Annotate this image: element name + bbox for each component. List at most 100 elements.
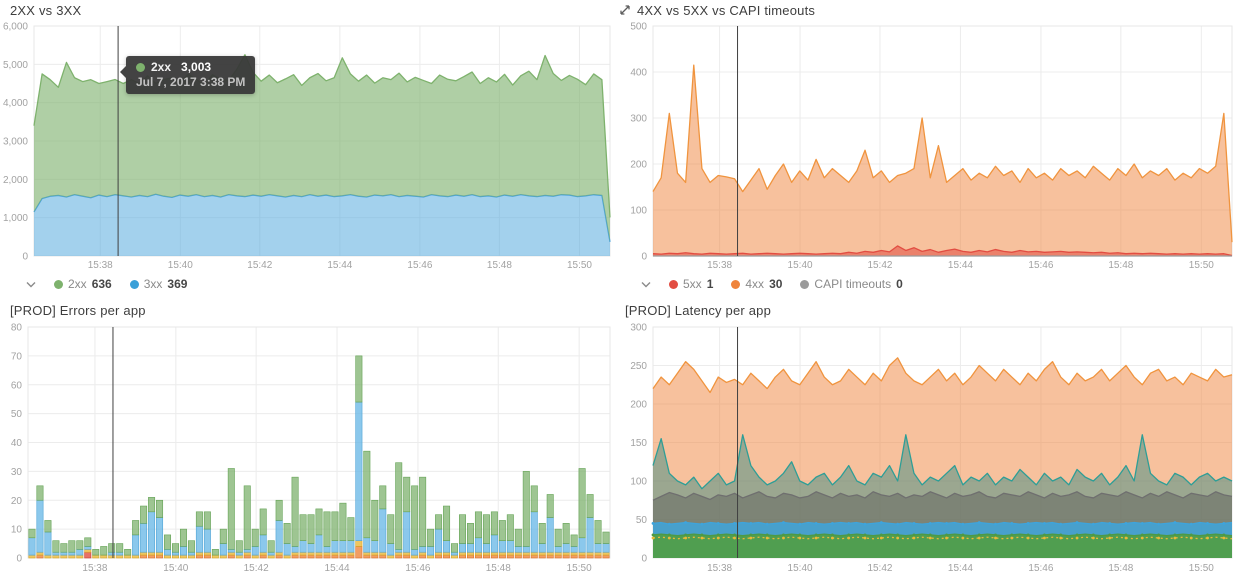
svg-text:15:40: 15:40: [163, 563, 188, 574]
panel-title[interactable]: 4XX vs 5XX vs CAPI timeouts: [637, 2, 816, 18]
svg-text:300: 300: [630, 114, 647, 125]
svg-text:400: 400: [630, 68, 647, 79]
svg-text:200: 200: [630, 160, 647, 171]
legend-value: 1: [706, 277, 714, 291]
svg-text:6,000: 6,000: [3, 22, 28, 33]
svg-text:250: 250: [630, 361, 647, 372]
svg-text:5,000: 5,000: [3, 60, 28, 71]
svg-text:15:46: 15:46: [407, 260, 432, 271]
chevron-down-icon[interactable]: [641, 281, 651, 288]
legend-item-capi-timeouts[interactable]: CAPI timeouts 0: [800, 277, 903, 291]
panel-2xx-3xx: 2XX vs 3XX 0 1,000 2,000 3,000 4,000 5,000 6,0…: [0, 0, 615, 298]
tooltip-series-value: 3,003: [181, 60, 212, 74]
chevron-down-icon[interactable]: [26, 281, 36, 288]
svg-text:15:50: 15:50: [567, 563, 592, 574]
svg-text:15:48: 15:48: [486, 563, 511, 574]
status-2xx-3xx-chart[interactable]: 0 1,000 2,000 3,000 4,000 5,000 6,000 15:38 15:4…: [0, 20, 615, 274]
series-color-dot: [669, 279, 678, 289]
errors-per-app-chart[interactable]: 0 10 20 30 40 50 60 70 80 15:38 15:40 15:42 15:44 15:…: [0, 320, 615, 578]
svg-text:2,000: 2,000: [3, 175, 28, 186]
svg-text:150: 150: [630, 438, 647, 449]
svg-text:15:38: 15:38: [707, 563, 732, 574]
svg-text:500: 500: [630, 22, 647, 33]
panel-title[interactable]: 2XX vs 3XX: [10, 2, 82, 18]
svg-text:15:38: 15:38: [707, 260, 732, 271]
legend-value: 0: [896, 277, 903, 291]
legend-value: 636: [91, 277, 112, 291]
legend-item-2xx[interactable]: 2xx 636: [54, 277, 112, 291]
expand-icon[interactable]: [619, 4, 631, 16]
svg-text:15:46: 15:46: [1028, 260, 1053, 271]
legend: 2xx 636 3xx 369: [26, 274, 615, 294]
panel-header: 2XX vs 3XX: [0, 0, 615, 20]
legend-label: 3xx: [143, 277, 163, 291]
svg-text:15:42: 15:42: [867, 563, 892, 574]
legend-item-5xx[interactable]: 5xx 1: [669, 277, 713, 291]
legend-label: 4xx: [745, 277, 765, 291]
panel-errors-per-app: [PROD] Errors per app 0 10 20 30 40 50 60 70 80 1…: [0, 300, 615, 578]
svg-text:15:42: 15:42: [247, 260, 272, 271]
svg-text:3,000: 3,000: [3, 137, 28, 148]
status-4xx-5xx-capi-chart[interactable]: 0 100 200 300 400 500 15:38 15:40 15:42 15:44 15:4…: [615, 20, 1240, 274]
panel-title[interactable]: [PROD] Latency per app: [625, 302, 772, 318]
svg-text:15:40: 15:40: [168, 260, 193, 271]
svg-text:20: 20: [11, 496, 23, 507]
svg-text:10: 10: [11, 525, 23, 536]
svg-text:200: 200: [630, 400, 647, 411]
svg-text:0: 0: [16, 554, 22, 565]
svg-text:15:42: 15:42: [867, 260, 892, 271]
svg-text:40: 40: [11, 438, 23, 449]
panel-header: [PROD] Errors per app: [0, 300, 615, 320]
latency-per-app-chart[interactable]: 0 50 100 150 200 250 300 15:38 15:40 15:42 15:44 15…: [615, 320, 1240, 578]
panel-header: [PROD] Latency per app: [615, 300, 1240, 320]
svg-text:4,000: 4,000: [3, 98, 28, 109]
svg-text:15:40: 15:40: [788, 260, 813, 271]
svg-text:50: 50: [11, 409, 23, 420]
series-color-dot: [54, 279, 63, 289]
legend-item-3xx[interactable]: 3xx 369: [129, 277, 188, 291]
svg-text:70: 70: [11, 351, 23, 362]
svg-text:15:46: 15:46: [1028, 563, 1053, 574]
svg-text:15:40: 15:40: [788, 563, 813, 574]
svg-text:15:44: 15:44: [327, 260, 352, 271]
series-color-dot: [800, 279, 810, 289]
svg-text:15:48: 15:48: [487, 260, 512, 271]
legend: 5xx 1 4xx 30 CAPI timeouts 0: [641, 274, 1240, 294]
svg-text:15:48: 15:48: [1108, 260, 1133, 271]
tooltip-timestamp: Jul 7, 2017 3:38 PM: [136, 75, 246, 89]
series-color-dot: [731, 279, 741, 289]
svg-text:30: 30: [11, 467, 23, 478]
svg-text:15:38: 15:38: [82, 563, 107, 574]
svg-text:80: 80: [11, 323, 23, 334]
svg-text:0: 0: [641, 554, 647, 565]
legend-value: 369: [167, 277, 188, 291]
tooltip-series-row: 2xx 3,003: [136, 60, 245, 74]
svg-text:15:50: 15:50: [1189, 260, 1214, 271]
svg-text:0: 0: [22, 252, 28, 263]
svg-text:1,000: 1,000: [3, 213, 28, 224]
svg-text:50: 50: [636, 515, 648, 526]
svg-text:300: 300: [630, 323, 647, 334]
svg-text:15:44: 15:44: [948, 563, 973, 574]
svg-text:15:48: 15:48: [1108, 563, 1133, 574]
legend-item-4xx[interactable]: 4xx 30: [731, 277, 782, 291]
svg-text:15:50: 15:50: [1189, 563, 1214, 574]
panel-latency-per-app: [PROD] Latency per app 0 50 100 150 200 250 30…: [615, 300, 1240, 578]
svg-text:0: 0: [641, 252, 647, 263]
svg-text:60: 60: [11, 380, 23, 391]
legend-label: 2xx: [68, 277, 87, 291]
graph-tooltip: 2xx 3,003 Jul 7, 2017 3:38 PM: [119, 56, 256, 94]
panel-title[interactable]: [PROD] Errors per app: [10, 302, 146, 318]
panel-4xx-5xx-capi: 4XX vs 5XX vs CAPI timeouts 0 100 200 300 40…: [615, 0, 1240, 298]
svg-text:15:38: 15:38: [88, 260, 113, 271]
svg-text:15:50: 15:50: [567, 260, 592, 271]
svg-text:100: 100: [630, 477, 647, 488]
svg-text:100: 100: [630, 206, 647, 217]
series-color-dot: [136, 62, 145, 72]
legend-value: 30: [769, 277, 783, 291]
legend-label: 5xx: [683, 277, 702, 291]
series-color-dot: [129, 279, 139, 289]
legend-label: CAPI timeouts: [814, 277, 892, 291]
svg-text:15:44: 15:44: [948, 260, 973, 271]
